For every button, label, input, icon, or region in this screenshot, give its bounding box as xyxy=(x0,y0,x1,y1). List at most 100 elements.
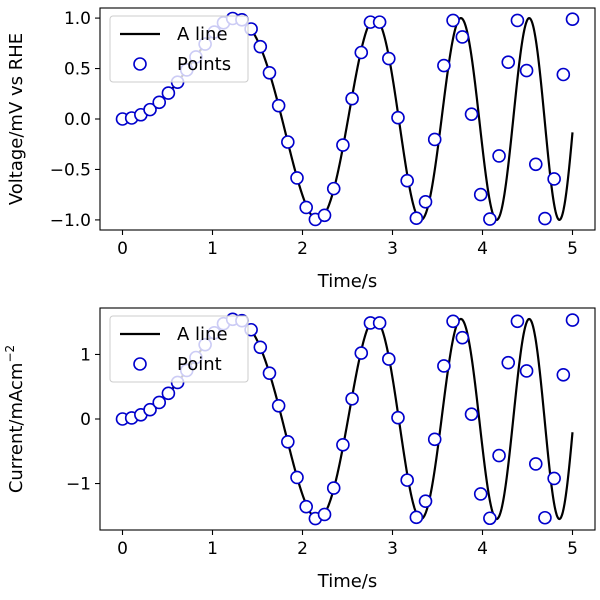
data-point xyxy=(299,200,313,215)
data-point xyxy=(152,95,167,110)
data-point xyxy=(519,364,534,378)
data-point xyxy=(382,51,396,66)
data-point xyxy=(271,98,286,113)
data-point xyxy=(556,67,571,82)
data-point xyxy=(483,511,497,526)
data-point xyxy=(418,494,433,508)
legend-points-label: Point xyxy=(177,354,222,375)
y-tick-label: −1.0 xyxy=(50,211,91,231)
data-point xyxy=(565,12,580,27)
y-axis-label-text: Voltage/mV vs RHE xyxy=(6,33,27,205)
data-point xyxy=(464,407,479,422)
data-point xyxy=(538,510,552,525)
data-point xyxy=(391,110,405,125)
legend: A line Point xyxy=(109,315,249,383)
data-point xyxy=(262,366,277,380)
x-tick-label: 4 xyxy=(477,239,488,259)
data-point xyxy=(262,65,277,80)
x-tick-label: 1 xyxy=(207,239,218,259)
current-chart: 0 1 2 3 4 5 −1 0 1 Time/s Current/mAcm−2 A line Poin… xyxy=(3,307,596,592)
data-point xyxy=(547,471,561,486)
y-axis-label-superscript: −2 xyxy=(3,345,17,363)
data-point xyxy=(409,510,424,525)
data-point xyxy=(400,473,414,487)
x-tick-label: 0 xyxy=(117,239,128,259)
data-point xyxy=(143,102,157,117)
data-point xyxy=(336,138,350,152)
data-point xyxy=(510,314,525,329)
data-point xyxy=(556,368,571,382)
y-axis-label: Voltage/mV vs RHE xyxy=(6,33,27,205)
voltage-chart: 0 1 2 3 4 5 −1.0 −0.5 0.0 0.5 1.0 Time/s Voltage/mV … xyxy=(6,7,596,292)
data-point xyxy=(501,55,516,69)
y-tick-label: −1 xyxy=(66,475,91,495)
legend-point-swatch xyxy=(133,357,147,371)
legend-points-label: Points xyxy=(177,54,231,75)
data-point xyxy=(372,316,387,330)
y-tick-label: 1 xyxy=(80,345,91,365)
data-point xyxy=(492,448,506,463)
data-point xyxy=(253,39,268,54)
data-point xyxy=(143,402,157,417)
data-point xyxy=(290,171,304,185)
y-tick-label: 0.0 xyxy=(64,110,91,130)
x-axis-label: Time/s xyxy=(317,271,378,292)
x-tick-label: 1 xyxy=(207,539,218,559)
data-point xyxy=(326,481,341,495)
data-point xyxy=(418,195,433,209)
data-point xyxy=(528,457,543,471)
data-point xyxy=(299,499,313,514)
data-point xyxy=(391,410,405,425)
data-point xyxy=(271,398,286,413)
x-tick-label: 2 xyxy=(297,239,308,259)
data-point xyxy=(336,438,350,452)
x-axis-label: Time/s xyxy=(317,571,378,592)
data-point xyxy=(547,172,561,186)
data-point xyxy=(492,149,506,163)
legend-point-swatch xyxy=(133,57,147,71)
y-axis-label-text: Current/mAcm xyxy=(6,363,27,494)
data-point xyxy=(290,470,304,485)
data-point xyxy=(510,13,525,28)
data-point xyxy=(501,355,516,370)
data-point xyxy=(400,173,414,188)
x-tick-label: 5 xyxy=(567,239,578,259)
data-point xyxy=(519,63,534,78)
data-point xyxy=(317,208,332,223)
data-point xyxy=(345,392,359,406)
data-point xyxy=(464,107,479,121)
data-point xyxy=(483,212,497,226)
y-tick-label: 0.5 xyxy=(64,60,91,80)
x-tick-label: 2 xyxy=(297,539,308,559)
data-point xyxy=(161,386,176,401)
y-tick-label: 0 xyxy=(80,410,91,430)
data-point xyxy=(409,211,424,225)
data-point xyxy=(437,359,451,373)
data-point xyxy=(317,507,332,522)
data-point xyxy=(345,91,359,106)
data-point xyxy=(281,434,295,449)
data-point xyxy=(427,432,442,447)
x-tick-label: 5 xyxy=(567,539,578,559)
legend-line-label: A line xyxy=(177,324,228,345)
data-point xyxy=(473,487,488,501)
x-tick-label: 0 xyxy=(117,539,128,559)
data-point xyxy=(565,313,580,327)
data-point xyxy=(354,346,369,360)
y-axis-label: Current/mAcm−2 xyxy=(3,345,27,493)
x-tick-label: 4 xyxy=(477,539,488,559)
data-point xyxy=(446,13,460,28)
legend-line-label: A line xyxy=(177,24,228,45)
legend: A line Points xyxy=(109,15,249,83)
data-point xyxy=(253,340,268,355)
y-tick-label: 1.0 xyxy=(64,9,91,29)
data-point xyxy=(382,352,396,366)
data-point xyxy=(326,181,341,196)
data-point xyxy=(161,86,176,100)
data-point xyxy=(372,15,387,29)
data-point xyxy=(281,135,295,149)
data-point xyxy=(427,132,442,147)
data-point xyxy=(354,45,369,60)
